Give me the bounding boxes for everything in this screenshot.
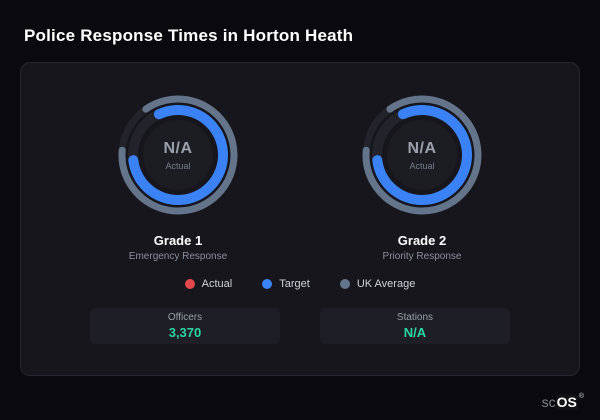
gauge-title: Grade 1 bbox=[153, 233, 203, 248]
stat-value: N/A bbox=[403, 325, 427, 340]
stat-officers: Officers 3,370 bbox=[90, 308, 280, 344]
gauge-chart-grade-2: N/A Actual bbox=[354, 87, 490, 223]
gauge-svg bbox=[118, 95, 238, 215]
legend-label: UK Average bbox=[356, 278, 416, 290]
target-dot-icon bbox=[262, 279, 273, 289]
stats-row: Officers 3,370 Stations N/A bbox=[21, 308, 579, 344]
uk-average-arc bbox=[118, 95, 238, 215]
gauges-row: N/A Actual Grade 1 Emergency Response N/… bbox=[21, 87, 579, 262]
gauge-svg bbox=[362, 95, 482, 215]
target-arc bbox=[128, 105, 228, 205]
stat-value: 3,370 bbox=[168, 325, 202, 340]
page-title: Police Response Times in Horton Heath bbox=[24, 26, 354, 45]
uk-average-dot-icon bbox=[339, 279, 350, 289]
response-times-card: N/A Actual Grade 1 Emergency Response N/… bbox=[20, 62, 580, 376]
chart-legend: Actual Target UK Average bbox=[21, 278, 579, 290]
stat-stations: Stations N/A bbox=[320, 308, 510, 344]
legend-item-target[interactable]: Target bbox=[262, 278, 310, 290]
legend-item-uk-average[interactable]: UK Average bbox=[339, 278, 416, 290]
brand-prefix: sc bbox=[541, 394, 556, 410]
gauge-grade-2: N/A Actual Grade 2 Priority Response bbox=[332, 87, 512, 262]
uk-average-arc bbox=[362, 95, 482, 215]
scos-logo: sc OS ® bbox=[541, 393, 584, 410]
legend-item-actual[interactable]: Actual bbox=[184, 278, 233, 290]
stat-label: Officers bbox=[167, 312, 203, 323]
gauge-subtitle: Priority Response bbox=[382, 251, 462, 262]
legend-label: Target bbox=[279, 278, 310, 290]
legend-label: Actual bbox=[201, 278, 233, 290]
gauge-title: Grade 2 bbox=[397, 233, 447, 248]
stat-label: Stations bbox=[396, 312, 434, 323]
target-arc bbox=[372, 105, 472, 205]
gauge-chart-grade-1: N/A Actual bbox=[110, 87, 246, 223]
gauge-grade-1: N/A Actual Grade 1 Emergency Response bbox=[88, 87, 268, 262]
brand-suffix: OS bbox=[555, 394, 578, 410]
gauge-subtitle: Emergency Response bbox=[128, 251, 228, 262]
registered-trademark-icon: ® bbox=[578, 393, 584, 400]
actual-dot-icon bbox=[184, 279, 195, 289]
